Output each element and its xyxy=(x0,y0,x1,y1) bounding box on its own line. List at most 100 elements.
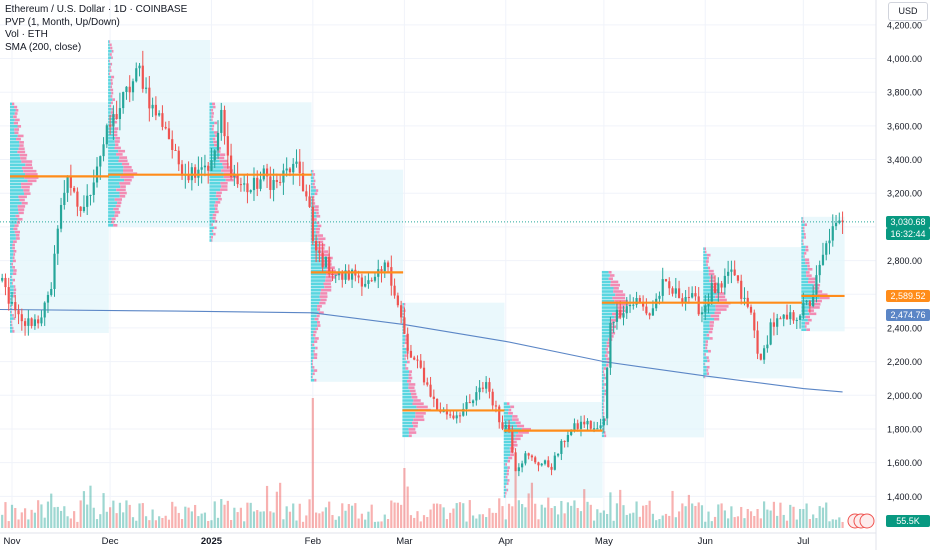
candle-body xyxy=(573,423,576,430)
profile-bar-down xyxy=(211,128,214,131)
volume-bar xyxy=(144,516,148,528)
profile-bar-down xyxy=(312,169,314,173)
volume-bar xyxy=(828,521,831,528)
profile-bar-down xyxy=(411,395,418,399)
profile-bar-down xyxy=(807,264,810,268)
candle-body xyxy=(609,322,612,368)
profile-bar-down xyxy=(219,159,228,163)
profile-bar-up xyxy=(402,431,409,434)
profile-bar-up xyxy=(310,304,318,308)
candle-body xyxy=(105,125,108,145)
profile-bar-down xyxy=(111,101,113,105)
profile-bar-up xyxy=(801,309,808,312)
volume-bar xyxy=(177,512,180,528)
profile-bar-up xyxy=(801,271,806,274)
symbol-title[interactable]: Ethereum / U.S. Dollar · 1D · COINBASE xyxy=(5,4,188,15)
profile-bar-up xyxy=(209,108,212,112)
candle-body xyxy=(422,367,426,383)
profile-bar-up xyxy=(310,234,318,237)
candle-body xyxy=(1,277,4,281)
volume-indicator-label[interactable]: Vol · ETH xyxy=(5,29,48,40)
volume-bar xyxy=(122,512,125,528)
profile-bar-up xyxy=(601,379,604,383)
profile-bar-down xyxy=(111,217,116,221)
profile-bar-down xyxy=(506,482,509,485)
profile-bar-up xyxy=(601,303,616,306)
candle-body xyxy=(243,183,246,185)
profile-bar-down xyxy=(707,359,710,363)
profile-bar-down xyxy=(13,291,16,295)
candle-body xyxy=(507,424,511,431)
candle-body xyxy=(337,272,341,275)
profile-bar-up xyxy=(601,431,604,434)
profile-bar-down xyxy=(211,108,214,112)
profile-bar-up xyxy=(310,333,313,337)
profile-bar-down xyxy=(317,234,324,237)
candle-body xyxy=(7,287,10,304)
profile-bar-up xyxy=(503,421,516,425)
volume-bar xyxy=(207,521,210,528)
profile-bar-down xyxy=(117,201,122,205)
volume-bar xyxy=(805,503,808,528)
candle-body xyxy=(400,305,403,318)
volume-bar xyxy=(625,514,628,528)
profile-bar-down xyxy=(211,223,213,226)
volume-bar xyxy=(635,501,638,528)
volume-bar xyxy=(645,505,648,528)
profile-bar-down xyxy=(705,340,709,343)
profile-bar-up xyxy=(209,150,218,153)
profile-bar-down xyxy=(118,149,126,153)
profile-bar-down xyxy=(603,412,605,415)
candle-body xyxy=(543,460,547,464)
profile-bar-down xyxy=(110,111,114,114)
profile-bar-down xyxy=(314,205,319,208)
profile-bar-up xyxy=(503,479,508,482)
candle-body xyxy=(671,288,674,294)
profile-bar-up xyxy=(703,273,709,276)
profile-bar-down xyxy=(415,415,424,418)
candle-body xyxy=(226,136,229,156)
pvp-indicator-label[interactable]: PVP (1, Month, Up/Down) xyxy=(5,16,120,28)
profile-bar-down xyxy=(17,134,24,138)
candle-body xyxy=(370,280,373,282)
volume-bar xyxy=(570,505,573,528)
profile-bar-up xyxy=(503,424,517,428)
profile-bar-up xyxy=(601,424,604,428)
candle-body xyxy=(468,402,471,404)
profile-bar-down xyxy=(12,259,16,263)
candle-body xyxy=(560,440,563,454)
profile-bar-up xyxy=(10,211,19,215)
profile-bar-down xyxy=(316,314,320,318)
profile-bar-up xyxy=(10,176,25,179)
candle-body xyxy=(815,275,818,295)
currency-button[interactable]: USD xyxy=(888,2,928,21)
profile-bar-up xyxy=(310,198,313,202)
candle-body xyxy=(20,314,23,322)
volume-bar xyxy=(246,502,249,528)
profile-bar-down xyxy=(324,285,332,289)
candle-body xyxy=(462,408,465,416)
profile-bar-down xyxy=(603,367,607,370)
volume-bar xyxy=(10,504,14,528)
sma-indicator-label[interactable]: SMA (200, close) xyxy=(5,41,82,53)
candle-body xyxy=(144,87,148,89)
profile-bar-up xyxy=(209,194,216,198)
volume-bar xyxy=(30,509,33,528)
x-tick-label: Dec xyxy=(102,536,119,547)
profile-bar-down xyxy=(615,293,626,297)
profile-bar-up xyxy=(503,453,511,457)
profile-bar-down xyxy=(12,314,14,317)
profile-bar-down xyxy=(15,233,20,237)
profile-bar-down xyxy=(212,105,216,109)
volume-bar xyxy=(390,500,393,528)
volume-bar xyxy=(710,521,713,528)
profile-bar-down xyxy=(403,302,406,306)
profile-bar-up xyxy=(801,293,817,297)
profile-bar-down xyxy=(611,331,616,335)
profile-bar-down xyxy=(415,412,426,415)
profile-bar-down xyxy=(19,153,28,157)
profile-bar-up xyxy=(10,157,21,160)
profile-bar-up xyxy=(108,162,122,166)
candle-body xyxy=(285,168,288,171)
